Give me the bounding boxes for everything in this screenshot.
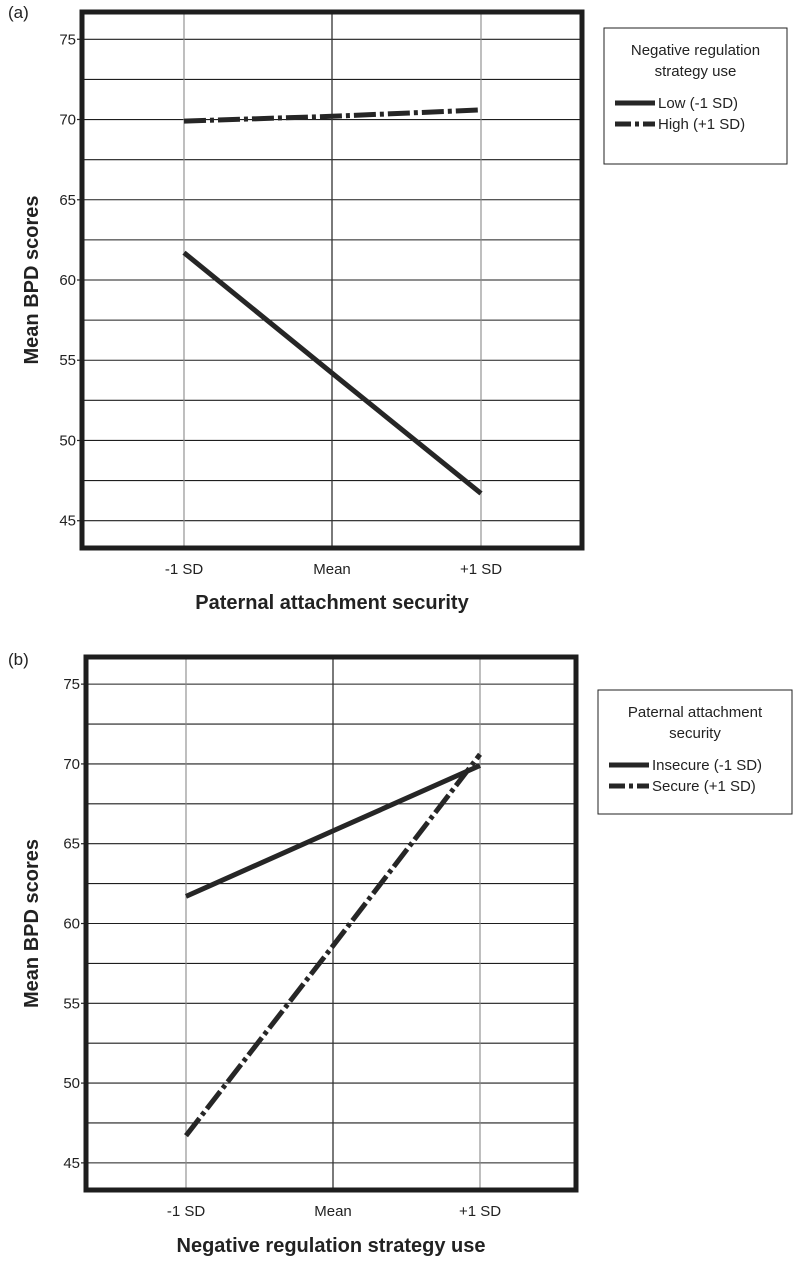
- panel-label: (b): [8, 650, 29, 669]
- series-line-solid: [182, 250, 483, 496]
- y-axis-title: Mean BPD scores: [21, 196, 43, 365]
- series-line-dashdot: [183, 107, 482, 124]
- x-tick-label: +1 SD: [459, 1203, 501, 1220]
- legend-title: security: [669, 725, 721, 742]
- y-tick-label: 60: [59, 272, 76, 289]
- y-axis: 45 50 55 60 65 70 75: [59, 31, 82, 530]
- x-tick-label: Mean: [314, 1203, 352, 1220]
- y-axis-title: Mean BPD scores: [21, 839, 43, 1008]
- legend-title: Paternal attachment: [628, 704, 763, 721]
- legend-title: strategy use: [655, 63, 737, 80]
- y-tick-label: 70: [59, 112, 76, 129]
- panel-label: (a): [8, 3, 29, 22]
- x-axis: -1 SD Mean +1 SD: [167, 1203, 501, 1220]
- legend: Negative regulation strategy use Low (-1 S…: [603, 27, 788, 165]
- legend: Paternal attachment security Insecure (-1 …: [597, 689, 793, 815]
- x-axis: -1 SD Mean +1 SD: [165, 561, 502, 578]
- legend-title: Negative regulation: [631, 42, 760, 59]
- y-tick-label: 70: [63, 756, 80, 773]
- y-tick-label: 45: [59, 513, 76, 530]
- y-tick-label: 65: [63, 836, 80, 853]
- x-axis-title: Negative regulation strategy use: [177, 1235, 486, 1257]
- x-axis-title: Paternal attachment security: [195, 592, 469, 614]
- y-tick-label: 50: [63, 1075, 80, 1092]
- chart-panel-1: 45 50 55 60 65 70 75 -1 SD Mean +1 SD (a) Paternal …: [8, 3, 788, 614]
- plot-frame: [79, 9, 585, 551]
- y-tick-label: 55: [59, 352, 76, 369]
- legend-entry: Secure (+1 SD): [652, 778, 756, 795]
- plot-frame: [83, 654, 579, 1193]
- legend-box: [603, 27, 788, 165]
- x-tick-label: -1 SD: [165, 561, 204, 578]
- series-line-dashdot: [184, 752, 482, 1138]
- gridlines: [82, 12, 582, 548]
- x-tick-label: +1 SD: [460, 561, 502, 578]
- legend-box: [597, 689, 793, 815]
- x-tick-label: Mean: [313, 561, 351, 578]
- y-tick-label: 45: [63, 1155, 80, 1172]
- x-tick-label: -1 SD: [167, 1203, 206, 1220]
- y-tick-label: 60: [63, 916, 80, 933]
- legend-entry: Low (-1 SD): [658, 95, 738, 112]
- y-tick-label: 65: [59, 192, 76, 209]
- chart-panel-2: 45 50 55 60 65 70 75 -1 SD Mean +1 SD (b) Negative …: [8, 650, 793, 1257]
- y-tick-label: 55: [63, 995, 80, 1012]
- y-tick-label: 75: [59, 31, 76, 48]
- legend-entry: Insecure (-1 SD): [652, 757, 762, 774]
- legend-entry: High (+1 SD): [658, 116, 745, 133]
- series-line-solid: [184, 763, 482, 899]
- gridlines: [86, 657, 576, 1190]
- y-axis: 45 50 55 60 65 70 75: [63, 676, 86, 1172]
- y-tick-label: 75: [63, 676, 80, 693]
- y-tick-label: 50: [59, 432, 76, 449]
